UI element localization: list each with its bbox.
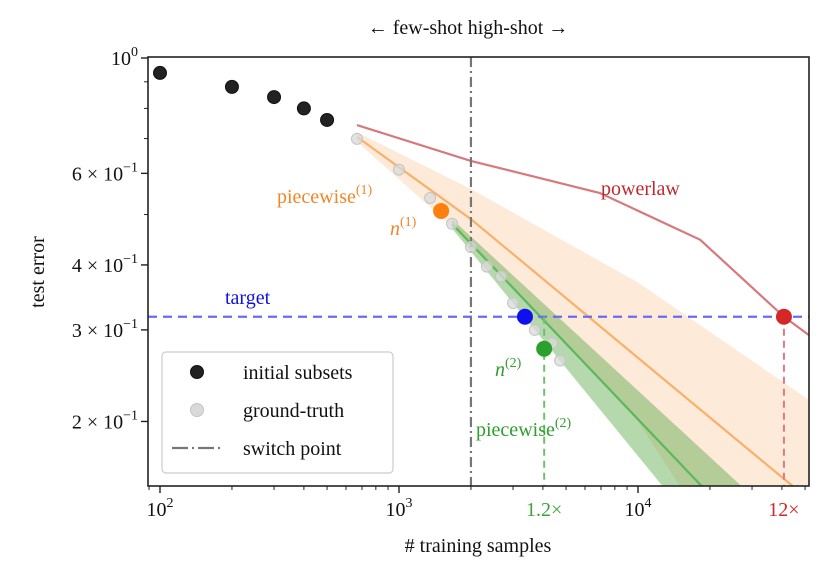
band-piecewise-2-band bbox=[452, 219, 742, 486]
ground-truth-point bbox=[480, 260, 493, 273]
y-tick-label: 2 × 10−1 bbox=[72, 408, 138, 433]
legend: initial subsets ground-truth switch point bbox=[161, 351, 394, 474]
y-tick-label: 4 × 10−1 bbox=[72, 252, 138, 277]
annotation-n2: n(2) bbox=[495, 356, 522, 381]
legend-label: ground-truth bbox=[243, 400, 344, 422]
top-annotation: ← few-shot high-shot → bbox=[368, 17, 569, 39]
ground-truth-point bbox=[464, 241, 477, 254]
marker-target-hit bbox=[516, 308, 533, 325]
x-extra-tick-label: 12× bbox=[768, 499, 799, 521]
legend-label: switch point bbox=[243, 438, 342, 460]
y-axis-label: test error bbox=[27, 236, 49, 308]
annotation-pl: powerlaw bbox=[601, 178, 680, 200]
target-label: target bbox=[225, 287, 271, 309]
marker-n-1- bbox=[433, 202, 450, 219]
x-tick-label: 102 bbox=[147, 496, 174, 521]
data-points bbox=[153, 65, 792, 367]
ground-truth-point bbox=[446, 217, 459, 230]
legend-label: initial subsets bbox=[243, 362, 353, 384]
legend-box bbox=[161, 351, 394, 474]
x-axis-label: # training samples bbox=[405, 535, 552, 557]
axes: 102 103 104 1.2× 12× 100 6 × 10−1 4 × 10−1 3 × 1… bbox=[72, 45, 806, 521]
legend-marker-0 bbox=[190, 365, 204, 379]
y-tick-label: 6 × 10−1 bbox=[72, 160, 138, 185]
ground-truth-point bbox=[350, 132, 363, 145]
initial-subset-point bbox=[224, 79, 239, 94]
marker-powerlaw-hit bbox=[775, 308, 792, 325]
ground-truth-point bbox=[528, 323, 541, 336]
annotation-pw2: piecewise(2) bbox=[476, 416, 572, 441]
ground-truth-point bbox=[424, 191, 437, 204]
initial-subset-point bbox=[320, 112, 335, 127]
ground-truth-point bbox=[554, 354, 567, 367]
x-tick-label: 103 bbox=[386, 496, 413, 521]
y-tick-label: 3 × 10−1 bbox=[72, 317, 138, 342]
annotation-pw1: piecewise(1) bbox=[277, 183, 373, 208]
annotation-n1: n(1) bbox=[390, 215, 417, 240]
ground-truth-point bbox=[507, 296, 520, 309]
ground-truth-point bbox=[494, 270, 507, 283]
line-piecewise-2- bbox=[451, 223, 703, 486]
y-tick-label: 100 bbox=[111, 45, 138, 70]
annotations: piecewise(1) n(1) powerlaw n(2) piecewise(2)… bbox=[225, 178, 680, 441]
marker-n-2- bbox=[536, 340, 553, 357]
initial-subset-point bbox=[267, 90, 282, 105]
plot-frame bbox=[147, 56, 810, 487]
x-extra-tick-label: 1.2× bbox=[526, 499, 562, 521]
initial-subset-point bbox=[296, 101, 311, 116]
legend-marker-1 bbox=[190, 403, 204, 417]
ground-truth-point bbox=[393, 163, 405, 176]
x-tick-label: 104 bbox=[625, 496, 652, 521]
line-piecewise-1- bbox=[356, 136, 794, 486]
initial-subset-point bbox=[153, 65, 167, 80]
